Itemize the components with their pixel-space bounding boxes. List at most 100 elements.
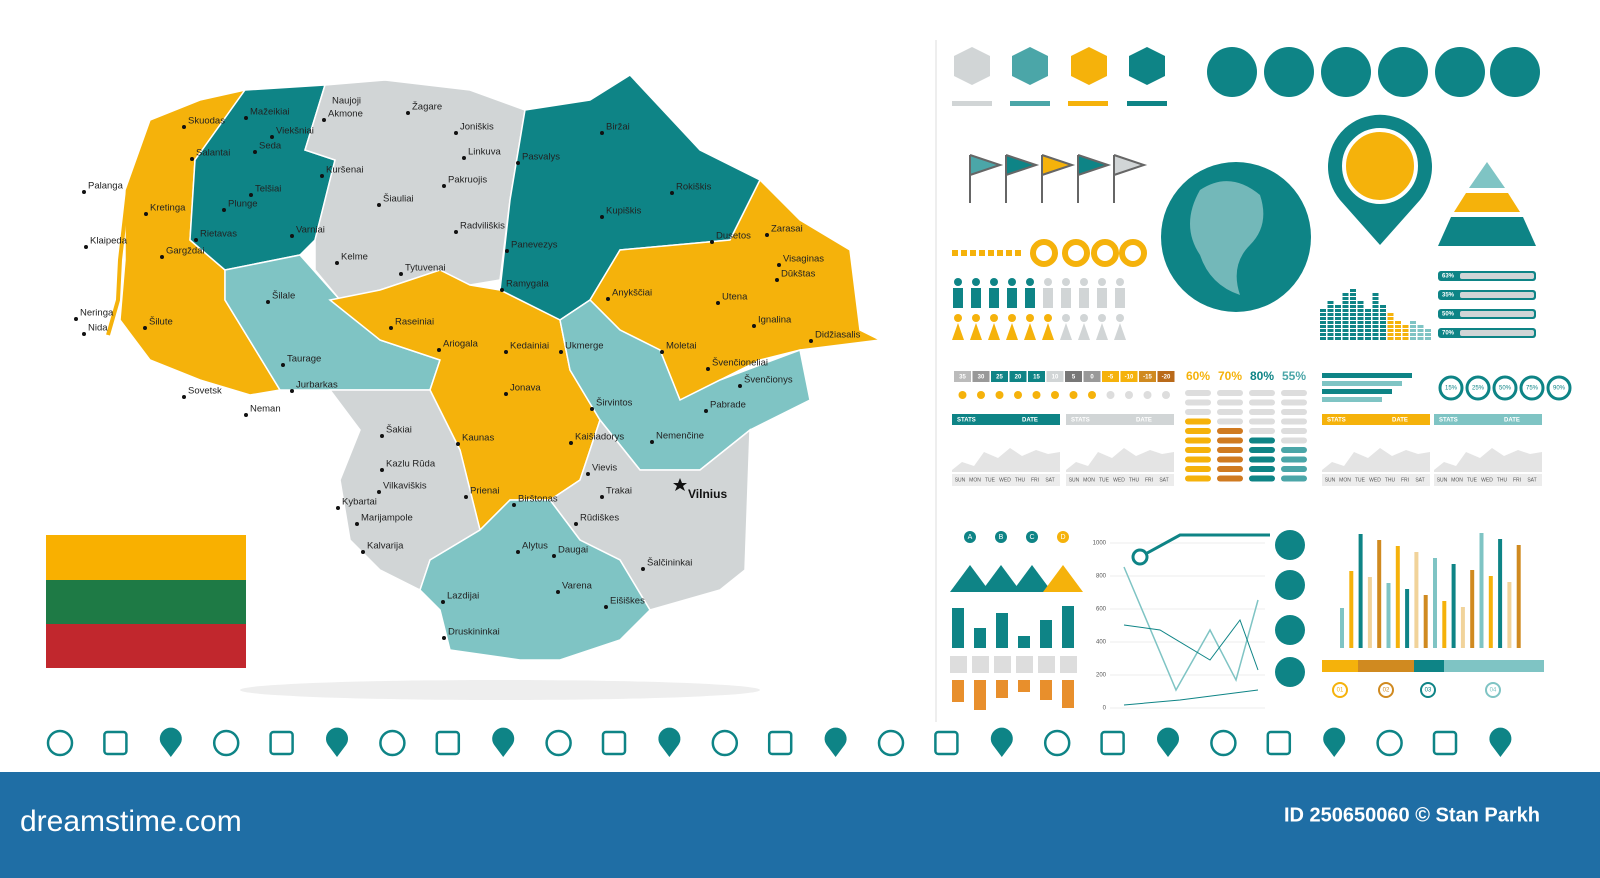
percent-cell xyxy=(1217,447,1243,453)
people xyxy=(952,278,1126,340)
city-dot xyxy=(389,326,393,330)
axis-label: 200 xyxy=(1096,673,1107,679)
infographic: 35 30 25 20 15 10 5 0 -5 -10 -15 -20 60% 70% 80% 55% 6… xyxy=(950,47,1572,712)
city-dot xyxy=(320,174,324,178)
city-label: Viekšniai xyxy=(276,126,314,137)
eq-cell xyxy=(1372,321,1379,324)
letter-dot xyxy=(1057,531,1069,543)
city-label: Visaginas xyxy=(783,254,824,265)
capital-label: Vilnius xyxy=(688,487,727,501)
flag-icon xyxy=(969,154,1004,203)
city-label: Pabrade xyxy=(710,400,746,411)
eq-cell xyxy=(1387,325,1394,328)
eq-cell xyxy=(1357,333,1364,336)
city-dot xyxy=(569,441,573,445)
city-label: Šilute xyxy=(149,317,173,328)
city-label: Neringa xyxy=(80,308,114,319)
scale-cell xyxy=(972,371,990,382)
person xyxy=(1079,288,1089,308)
eq-cell xyxy=(1425,333,1431,336)
person xyxy=(1116,278,1124,286)
city-dot xyxy=(82,332,86,336)
city-label: Ukmerge xyxy=(565,341,604,352)
city-label: Šilale xyxy=(272,291,295,302)
eq-cell xyxy=(1350,317,1356,320)
city-label: Dusetos xyxy=(716,231,751,242)
day-label: WED xyxy=(999,477,1011,483)
icon xyxy=(1376,729,1403,757)
city-label: Akmone xyxy=(328,109,363,120)
panel-header xyxy=(952,414,1060,425)
icon xyxy=(1432,730,1458,756)
city-label: Biržai xyxy=(606,122,630,133)
pie xyxy=(1490,47,1540,97)
eq-cell xyxy=(1357,301,1364,304)
city-dot xyxy=(336,506,340,510)
scale-label: 20 xyxy=(1015,375,1022,381)
eq-cell xyxy=(1417,329,1424,332)
mountain xyxy=(981,565,1021,592)
ring-label: 15% xyxy=(1445,386,1458,392)
bar xyxy=(952,608,964,648)
panel-header-text: DATE xyxy=(1022,418,1038,424)
city-dot xyxy=(775,278,779,282)
eq-cell xyxy=(1387,329,1394,332)
brand: dreamstime.com xyxy=(20,805,242,838)
flag-stripe xyxy=(46,580,246,624)
percent-cell xyxy=(1249,437,1275,444)
panel-footer xyxy=(1066,474,1174,486)
eq-cell xyxy=(1372,297,1379,300)
city-label: Linkuva xyxy=(468,147,501,158)
panel-header-text: DATE xyxy=(1504,418,1520,424)
eq-cell xyxy=(1350,297,1356,300)
city-label: Panevezys xyxy=(511,240,558,251)
callout xyxy=(1139,533,1270,559)
city-dot xyxy=(559,350,563,354)
eq-cell xyxy=(1342,333,1349,336)
city-dot xyxy=(504,392,508,396)
hex-bar xyxy=(1127,101,1167,106)
eq-cell xyxy=(1342,293,1349,296)
percent-label: 80% xyxy=(1250,369,1274,383)
city-dot xyxy=(586,472,590,476)
eq-cell xyxy=(1380,305,1386,308)
percent-cell xyxy=(1185,456,1211,463)
scale: 35 30 25 20 15 10 5 0 -5 -10 -15 -20 xyxy=(954,371,1175,399)
star xyxy=(1106,391,1115,399)
eq-cell xyxy=(1342,309,1349,312)
stack-bar xyxy=(1322,381,1402,386)
letter-dot xyxy=(964,531,976,543)
person xyxy=(988,323,1000,340)
star xyxy=(1125,391,1133,399)
line xyxy=(1123,618,1259,671)
city-dot xyxy=(454,131,458,135)
city-label: Jurbarkas xyxy=(296,380,338,391)
eq-cell xyxy=(1350,333,1356,336)
city-label: Moletai xyxy=(666,341,697,352)
day-label: THU xyxy=(1497,477,1508,483)
eq-cell xyxy=(1365,337,1371,340)
flag-icon xyxy=(1077,154,1112,203)
panel-chart xyxy=(1066,448,1174,472)
person xyxy=(1008,278,1016,286)
scale-cell xyxy=(1139,371,1156,382)
region xyxy=(548,418,751,611)
city-dot xyxy=(182,395,186,399)
city-dot xyxy=(650,440,654,444)
star xyxy=(1014,391,1022,399)
stack-bar xyxy=(1322,389,1392,394)
icon-box xyxy=(1016,656,1033,673)
day-label: WED xyxy=(1369,477,1381,483)
eq-cell xyxy=(1387,333,1394,336)
letter-dot xyxy=(1026,531,1038,543)
step-bar xyxy=(1444,660,1544,672)
city-dot xyxy=(266,300,270,304)
eq-cell xyxy=(1410,337,1416,340)
person xyxy=(1024,323,1036,340)
eq-cell xyxy=(1372,301,1379,304)
eq-cell xyxy=(1357,309,1364,312)
percent-cell xyxy=(1217,399,1243,406)
city-dot xyxy=(290,389,294,393)
person xyxy=(1096,323,1108,340)
